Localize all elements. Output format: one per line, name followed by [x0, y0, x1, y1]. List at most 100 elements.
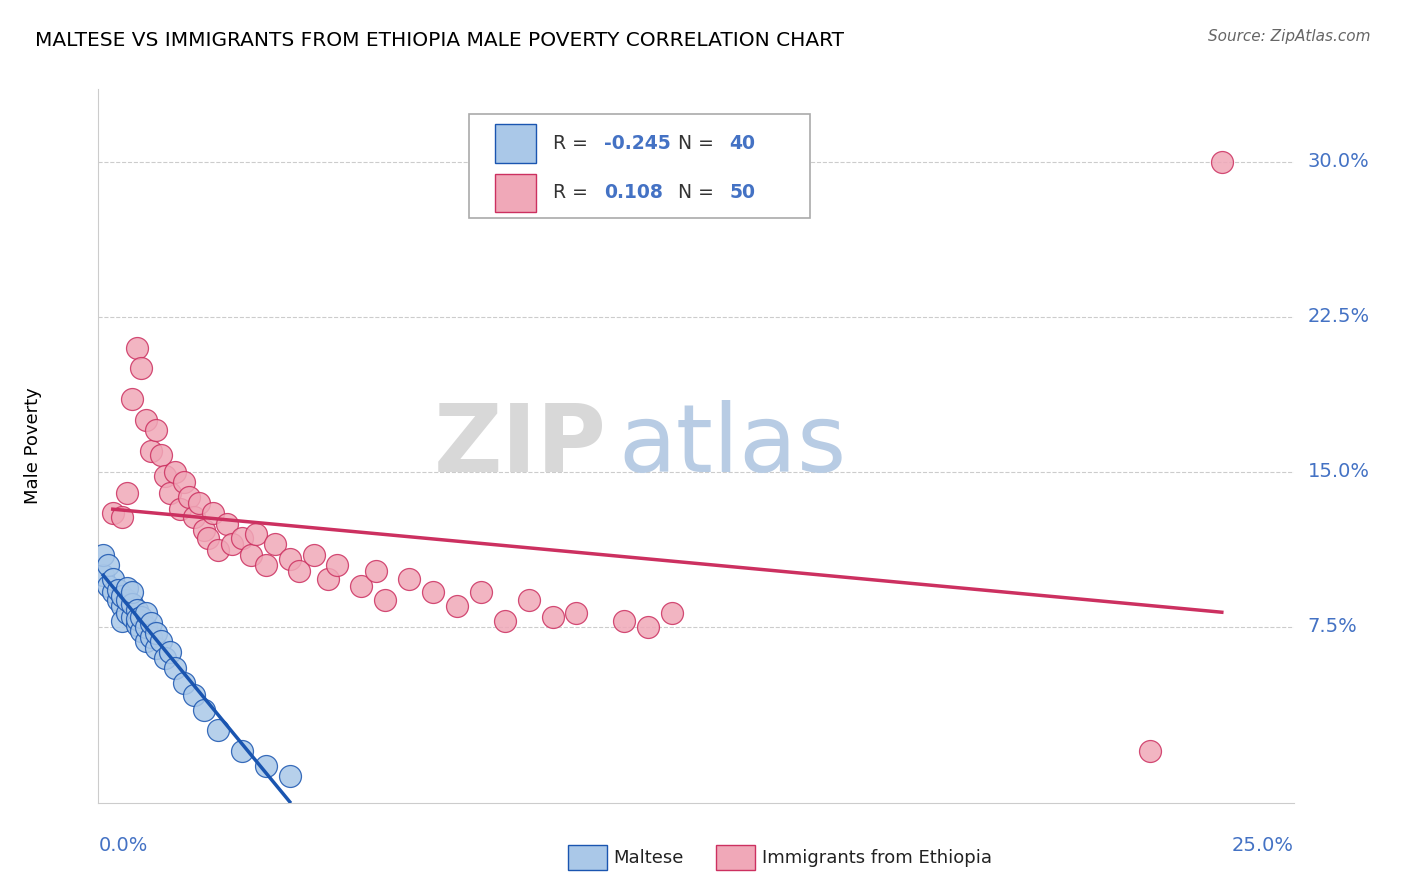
Point — [364, 564, 387, 578]
Point — [163, 661, 186, 675]
Point — [115, 581, 138, 595]
Point — [155, 469, 177, 483]
Point — [316, 573, 339, 587]
Point — [135, 413, 157, 427]
Text: -0.245: -0.245 — [605, 135, 671, 153]
Point — [661, 606, 683, 620]
Point — [145, 626, 167, 640]
Point — [97, 558, 120, 572]
Point — [637, 620, 659, 634]
Point — [115, 485, 138, 500]
Point — [135, 620, 157, 634]
FancyBboxPatch shape — [495, 174, 536, 212]
Point — [91, 548, 114, 562]
Text: 7.5%: 7.5% — [1308, 617, 1358, 637]
Point — [111, 614, 134, 628]
Text: 25.0%: 25.0% — [1232, 836, 1294, 855]
Point — [221, 537, 243, 551]
Point — [193, 523, 215, 537]
Text: N =: N = — [678, 135, 720, 153]
Point — [207, 723, 229, 738]
Text: Immigrants from Ethiopia: Immigrants from Ethiopia — [762, 849, 993, 867]
Point — [565, 606, 588, 620]
Point — [125, 603, 148, 617]
Point — [121, 584, 143, 599]
Point — [169, 502, 191, 516]
Point — [125, 612, 148, 626]
Point — [173, 676, 195, 690]
Text: 0.0%: 0.0% — [98, 836, 148, 855]
Point — [125, 341, 148, 355]
Point — [131, 609, 153, 624]
Point — [254, 758, 277, 772]
Point — [149, 634, 172, 648]
Text: 22.5%: 22.5% — [1308, 307, 1369, 326]
Text: 50: 50 — [730, 184, 755, 202]
Point — [446, 599, 468, 614]
Point — [217, 516, 239, 531]
Point — [541, 609, 564, 624]
Text: N =: N = — [678, 184, 720, 202]
Point — [302, 548, 325, 562]
Text: 30.0%: 30.0% — [1308, 153, 1369, 171]
Point — [197, 531, 219, 545]
Point — [278, 769, 301, 783]
Point — [187, 496, 209, 510]
Point — [101, 573, 124, 587]
Point — [97, 579, 120, 593]
Point — [159, 485, 181, 500]
Point — [135, 606, 157, 620]
Point — [131, 624, 153, 639]
Point — [326, 558, 349, 572]
Point — [422, 584, 444, 599]
Point — [111, 589, 134, 603]
Point — [173, 475, 195, 490]
Point — [264, 537, 287, 551]
Point — [121, 609, 143, 624]
Point — [91, 568, 114, 582]
Point — [101, 506, 124, 520]
Point — [254, 558, 277, 572]
Point — [207, 543, 229, 558]
Point — [149, 448, 172, 462]
Point — [135, 634, 157, 648]
Text: Maltese: Maltese — [613, 849, 683, 867]
Point — [374, 593, 396, 607]
Text: Male Poverty: Male Poverty — [24, 388, 42, 504]
Text: 0.108: 0.108 — [605, 184, 662, 202]
Point — [1139, 744, 1161, 758]
Point — [145, 640, 167, 655]
Point — [183, 688, 205, 702]
Point — [202, 506, 225, 520]
Point — [240, 548, 263, 562]
Point — [101, 584, 124, 599]
Point — [494, 614, 516, 628]
Point — [398, 573, 420, 587]
Point — [111, 510, 134, 524]
Text: Source: ZipAtlas.com: Source: ZipAtlas.com — [1208, 29, 1371, 44]
Point — [155, 651, 177, 665]
Point — [111, 599, 134, 614]
Text: 15.0%: 15.0% — [1308, 462, 1369, 482]
Point — [517, 593, 540, 607]
Point — [115, 606, 138, 620]
Point — [470, 584, 492, 599]
Text: R =: R = — [553, 184, 599, 202]
Text: ZIP: ZIP — [433, 400, 606, 492]
Point — [115, 593, 138, 607]
Point — [183, 510, 205, 524]
Point — [179, 490, 201, 504]
Point — [231, 744, 253, 758]
Text: R =: R = — [553, 135, 593, 153]
Point — [288, 564, 311, 578]
Point — [193, 703, 215, 717]
Point — [350, 579, 373, 593]
FancyBboxPatch shape — [470, 114, 810, 218]
Point — [139, 444, 162, 458]
Point — [245, 527, 267, 541]
Point — [125, 618, 148, 632]
Point — [121, 597, 143, 611]
Text: MALTESE VS IMMIGRANTS FROM ETHIOPIA MALE POVERTY CORRELATION CHART: MALTESE VS IMMIGRANTS FROM ETHIOPIA MALE… — [35, 31, 844, 50]
Point — [163, 465, 186, 479]
Point — [613, 614, 636, 628]
